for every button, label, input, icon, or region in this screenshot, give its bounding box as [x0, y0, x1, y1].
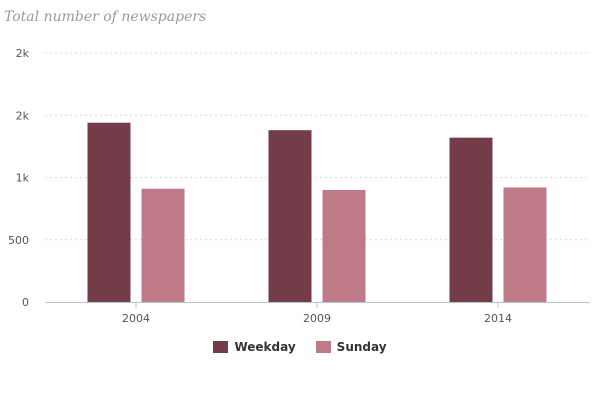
x-tick-label: 2009	[303, 312, 331, 325]
chart-title: Total number of newspapers	[4, 9, 207, 25]
x-tick-label: 2014	[484, 312, 512, 325]
bar-weekday-2009[interactable]	[268, 130, 312, 302]
bar-weekday-2014[interactable]	[449, 137, 493, 302]
bar-weekday-2004[interactable]	[87, 122, 131, 302]
bar-sunday-2014[interactable]	[503, 187, 547, 302]
y-tick-label: 1k	[16, 172, 30, 185]
legend-item-weekday[interactable]: Weekday	[213, 340, 296, 354]
bar-sunday-2009[interactable]	[322, 189, 366, 302]
y-tick-label: 0	[22, 296, 29, 309]
legend-swatch-weekday	[213, 341, 229, 353]
bar-sunday-2004[interactable]	[141, 188, 185, 302]
legend: Weekday Sunday	[0, 340, 600, 354]
x-tick-label: 2004	[122, 312, 150, 325]
legend-label-sunday: Sunday	[336, 340, 387, 354]
y-tick-label: 2k	[16, 109, 30, 122]
y-tick-label: 500	[8, 234, 29, 247]
legend-item-sunday[interactable]: Sunday	[315, 340, 387, 354]
y-tick-label: 2k	[16, 47, 30, 60]
legend-label-weekday: Weekday	[234, 340, 296, 354]
legend-swatch-sunday	[315, 341, 331, 353]
